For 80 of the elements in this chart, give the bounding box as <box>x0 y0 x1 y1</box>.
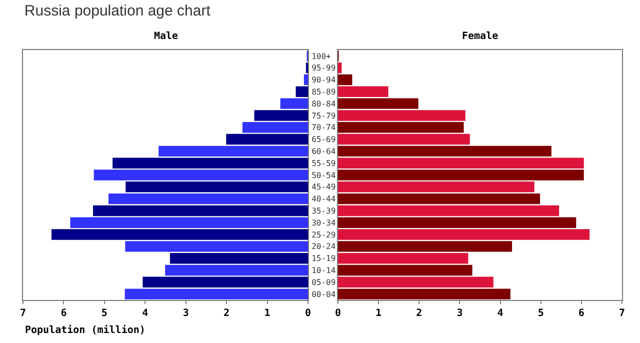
y-tick-label: 75-79 <box>312 111 336 120</box>
bar <box>125 241 308 252</box>
y-tick-label: 50-54 <box>312 170 336 180</box>
bar <box>304 74 308 86</box>
y-tick-label: 00-04 <box>312 290 336 299</box>
y-tick-label: 85-89 <box>312 87 336 96</box>
chart-subtitle: Male <box>154 31 178 42</box>
bar <box>338 110 466 121</box>
x-tick-label: 4 <box>142 308 148 319</box>
x-tick-label: 6 <box>60 308 67 319</box>
x-tick-label: 7 <box>618 308 626 319</box>
bar <box>338 217 576 228</box>
bar <box>338 182 534 192</box>
bar <box>70 217 308 228</box>
x-tick-label: 0 <box>334 308 342 319</box>
bar <box>338 86 388 98</box>
y-tick-label: 10-14 <box>312 266 336 276</box>
x-tick-label: 4 <box>497 308 504 319</box>
bar <box>338 122 464 133</box>
x-tick-label: 5 <box>538 308 544 319</box>
x-tick-label: 7 <box>20 308 26 319</box>
bar <box>158 146 308 157</box>
bar <box>242 122 308 133</box>
bar <box>124 288 308 300</box>
bar <box>280 98 308 109</box>
bar <box>254 110 308 121</box>
x-tick-label: 3 <box>456 308 463 319</box>
bar <box>338 170 584 180</box>
bar <box>142 276 308 288</box>
x-tick-label: 2 <box>416 308 422 319</box>
bar <box>170 252 308 264</box>
bar <box>126 182 308 192</box>
bar <box>338 288 510 300</box>
x-tick-label: 6 <box>578 308 584 319</box>
bar <box>338 241 512 252</box>
x-tick-label: 1 <box>376 308 382 319</box>
x-axis-title: Population (million) <box>25 324 146 336</box>
x-tick-label: 5 <box>101 308 108 319</box>
bar <box>338 264 472 276</box>
y-tick-label: 05-09 <box>312 278 336 287</box>
bar <box>112 158 308 168</box>
bar <box>338 229 590 240</box>
x-tick-label: 0 <box>304 308 312 319</box>
x-tick-label: 3 <box>182 308 189 319</box>
bar <box>338 134 470 145</box>
bar <box>338 98 418 109</box>
y-tick-label: 55-59 <box>312 158 336 168</box>
bar <box>94 170 308 180</box>
chart-title: Russia population age chart <box>24 2 212 20</box>
y-tick-label: 65-69 <box>312 135 336 144</box>
bar <box>338 146 552 157</box>
bar <box>93 205 308 216</box>
bar <box>52 229 308 240</box>
x-tick-label: 1 <box>264 308 270 319</box>
y-tick-label: 70-74 <box>312 123 336 132</box>
bar <box>338 193 540 204</box>
bar <box>338 276 494 288</box>
y-tick-label: 40-44 <box>312 194 336 204</box>
bar <box>296 86 308 98</box>
y-tick-label: 35-39 <box>312 206 336 216</box>
bar <box>226 134 308 145</box>
bar <box>108 193 308 204</box>
y-tick-label: 90-94 <box>312 76 336 85</box>
bar <box>338 205 560 216</box>
y-tick-label: 100+ <box>312 52 332 61</box>
y-tick-label: 20-24 <box>312 242 336 252</box>
x-tick-label: 2 <box>224 308 230 319</box>
bar <box>338 252 468 264</box>
bar <box>165 264 308 276</box>
y-tick-label: 30-34 <box>312 218 336 228</box>
bar <box>338 74 352 86</box>
y-tick-label: 15-19 <box>312 254 336 264</box>
bar <box>338 62 342 74</box>
y-tick-label: 80-84 <box>312 99 336 108</box>
y-tick-label: 60-64 <box>312 146 336 156</box>
bar <box>338 158 584 168</box>
y-tick-label: 45-49 <box>312 182 336 192</box>
chart-title: Female <box>462 31 498 42</box>
y-tick-label: 25-29 <box>312 230 336 240</box>
y-tick-label: 95-99 <box>312 64 336 73</box>
